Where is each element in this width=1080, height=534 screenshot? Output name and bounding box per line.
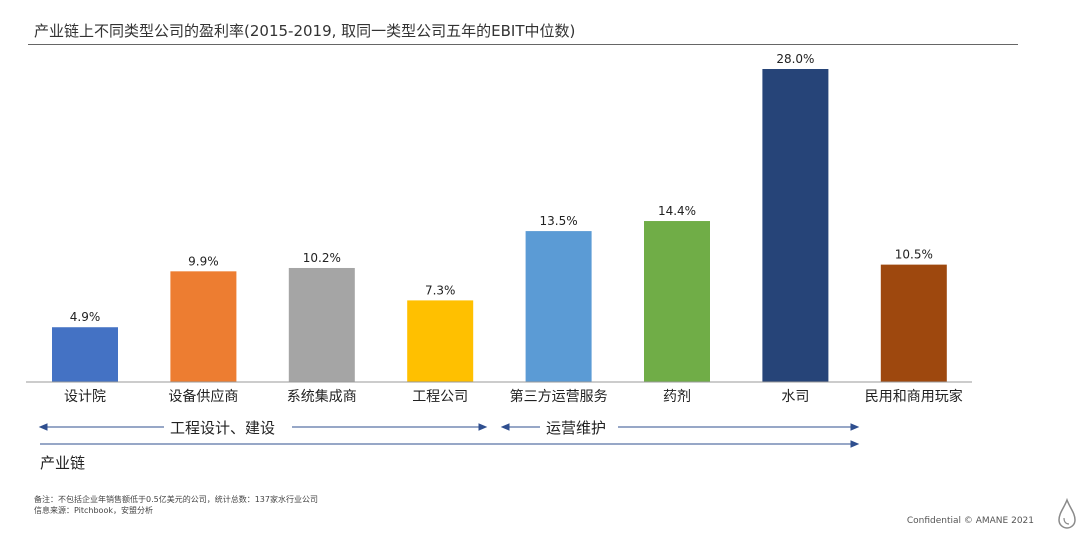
segment-label-operations: 运营维护 bbox=[540, 417, 613, 438]
water-drop-icon bbox=[1058, 498, 1076, 529]
bar-value-label: 10.2% bbox=[303, 251, 341, 265]
title-divider bbox=[28, 44, 1018, 45]
bar bbox=[880, 264, 947, 382]
footnote: 备注：不包括企业年销售额低于0.5亿美元的公司，统计总数：137家水行业公司 bbox=[34, 495, 318, 504]
arrow-head-right bbox=[850, 440, 860, 448]
arrow-head-left bbox=[38, 423, 48, 431]
category-label: 药剂 bbox=[663, 389, 691, 405]
arrow-head-right bbox=[850, 423, 860, 431]
bar-value-label: 28.0% bbox=[776, 52, 814, 66]
bar bbox=[288, 267, 355, 382]
bar bbox=[525, 231, 592, 382]
bar bbox=[644, 221, 710, 382]
bar bbox=[52, 327, 118, 382]
segment-label-chain: 产业链 bbox=[36, 452, 90, 473]
segment-arrows bbox=[38, 423, 860, 448]
arrow-head-right bbox=[478, 423, 488, 431]
source-note: 信息来源：Pitchbook，安盟分析 bbox=[34, 506, 153, 515]
category-label: 第三方运营服务 bbox=[510, 388, 608, 405]
bar-value-label: 9.9% bbox=[188, 254, 219, 268]
category-label: 工程公司 bbox=[412, 389, 468, 405]
category-label: 水司 bbox=[781, 389, 809, 405]
bar-value-label: 14.4% bbox=[658, 204, 696, 218]
category-label: 民用和商用玩家 bbox=[865, 388, 963, 405]
confidential-footer: Confidential © AMANE 2021 bbox=[906, 516, 1034, 526]
bar-value-label: 10.5% bbox=[895, 248, 933, 262]
arrow-head-left bbox=[500, 423, 510, 431]
segment-label-design-build: 工程设计、建设 bbox=[164, 417, 282, 438]
category-label: 系统集成商 bbox=[287, 388, 357, 405]
chart-title: 产业链上不同类型公司的盈利率(2015-2019, 取同一类型公司五年的EBIT… bbox=[34, 22, 576, 40]
bar bbox=[762, 69, 829, 382]
bar bbox=[170, 271, 237, 382]
category-label: 设计院 bbox=[64, 389, 106, 405]
bar bbox=[407, 300, 474, 382]
bar-value-label: 4.9% bbox=[70, 310, 101, 324]
bar-value-label: 7.3% bbox=[425, 283, 456, 297]
category-label: 设备供应商 bbox=[168, 388, 238, 405]
bar-value-label: 13.5% bbox=[540, 214, 578, 228]
